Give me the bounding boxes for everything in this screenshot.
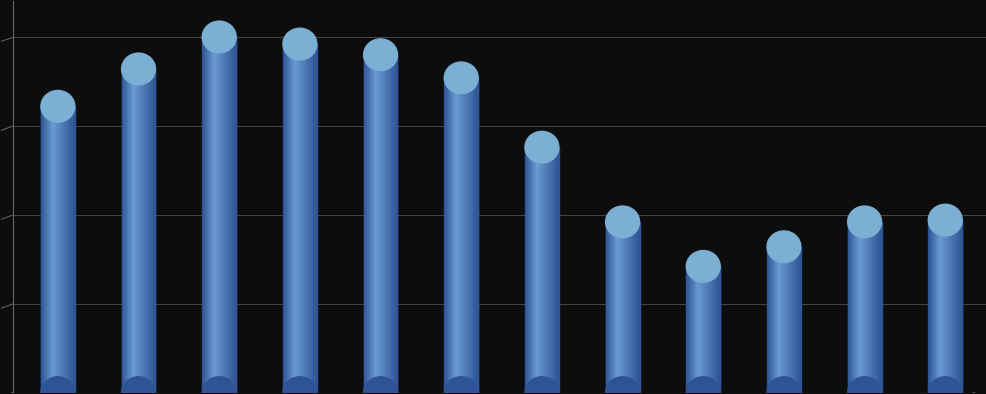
Ellipse shape [283, 28, 317, 60]
Ellipse shape [847, 206, 880, 238]
Ellipse shape [363, 377, 397, 394]
Ellipse shape [283, 377, 317, 394]
Ellipse shape [202, 377, 236, 394]
Ellipse shape [444, 62, 477, 94]
Ellipse shape [202, 21, 236, 53]
Ellipse shape [685, 251, 720, 282]
Ellipse shape [847, 377, 880, 394]
Ellipse shape [40, 91, 75, 122]
Ellipse shape [363, 39, 397, 71]
Ellipse shape [605, 206, 639, 238]
Ellipse shape [605, 377, 639, 394]
Ellipse shape [766, 377, 800, 394]
Ellipse shape [121, 377, 156, 394]
Ellipse shape [40, 377, 75, 394]
Ellipse shape [766, 231, 800, 263]
Ellipse shape [121, 53, 156, 85]
Ellipse shape [685, 377, 720, 394]
Ellipse shape [525, 131, 558, 163]
Ellipse shape [928, 204, 961, 236]
Ellipse shape [525, 377, 558, 394]
Ellipse shape [928, 377, 961, 394]
Ellipse shape [444, 377, 477, 394]
